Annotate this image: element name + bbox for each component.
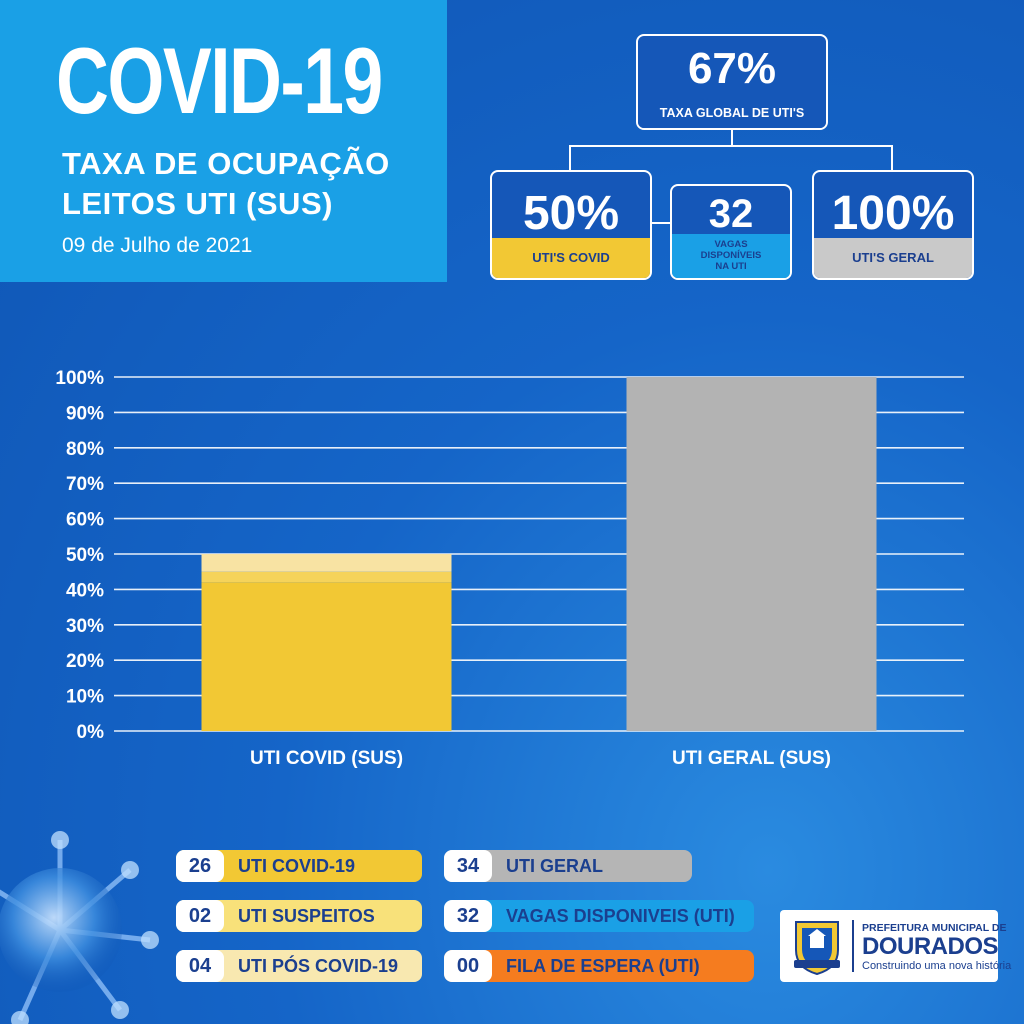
y-tick-label: 30% xyxy=(66,616,104,637)
bar-segment xyxy=(201,554,452,572)
y-tick-label: 0% xyxy=(77,722,105,743)
legend-count: 26 xyxy=(176,850,224,882)
x-tick-label: UTI COVID (SUS) xyxy=(250,748,403,769)
kpi-global-value: 67% xyxy=(687,44,777,93)
report-date: 09 de Julho de 2021 xyxy=(62,234,253,257)
legend-label: UTI PÓS COVID-19 xyxy=(238,956,399,976)
legend-label: FILA DE ESPERA (UTI) xyxy=(506,956,700,976)
legend-item: 34 UTI GERAL xyxy=(444,850,692,882)
kpi-vagas: 32 VAGAS DISPONÍVEIS NA UTI xyxy=(670,184,792,280)
kpi-vagas-label: VAGAS DISPONÍVEIS NA UTI xyxy=(672,234,790,278)
connector-vertical-top xyxy=(731,130,733,146)
legend-label: UTI GERAL xyxy=(506,856,603,876)
connector-horizontal xyxy=(569,145,893,147)
legend-count: 34 xyxy=(444,850,492,882)
x-tick-label: UTI GERAL (SUS) xyxy=(672,748,831,769)
connector-left-drop xyxy=(569,145,571,171)
y-tick-label: 50% xyxy=(66,545,104,566)
kpi-geral-value: 100% xyxy=(831,187,955,240)
y-tick-label: 70% xyxy=(66,474,104,495)
connector-right-drop xyxy=(891,145,893,171)
kpi-covid-label: UTI'S COVID xyxy=(492,238,650,278)
bar-segment xyxy=(201,582,452,731)
kpi-geral-rate: 100% UTI'S GERAL xyxy=(812,170,974,280)
city-crest-icon xyxy=(794,921,840,976)
legend-label: UTI COVID-19 xyxy=(238,856,356,876)
subtitle-line-2: LEITOS UTI (SUS) xyxy=(62,186,333,221)
bar xyxy=(626,377,877,731)
logo-line2: DOURADOS xyxy=(862,933,999,960)
legend-count: 02 xyxy=(176,900,224,932)
kpi-geral-label: UTI'S GERAL xyxy=(814,238,972,278)
bar-segment xyxy=(201,571,452,583)
kpi-covid-rate: 50% UTI'S COVID xyxy=(490,170,652,280)
kpi-global-rate: 67% TAXA GLOBAL DE UTI'S xyxy=(636,34,828,130)
y-tick-label: 10% xyxy=(66,687,104,708)
legend-label: VAGAS DISPONIVEIS (UTI) xyxy=(506,906,735,926)
logo-line3: Construindo uma nova história xyxy=(862,960,1012,972)
legend-count: 00 xyxy=(444,950,492,982)
y-tick-label: 20% xyxy=(66,651,104,672)
kpi-vagas-label-line2: DISPONÍVEIS xyxy=(700,250,762,261)
legend-label: UTI SUSPEITOS xyxy=(238,906,375,926)
legend-item: 04 UTI PÓS COVID-19 xyxy=(176,950,422,982)
prefeitura-logo: PREFEITURA MUNICIPAL DE DOURADOS Constru… xyxy=(780,910,1011,982)
page-title: COVID-19 xyxy=(56,28,383,133)
kpi-vagas-value: 32 xyxy=(708,192,754,236)
y-tick-label: 40% xyxy=(66,580,104,601)
legend-item: 02 UTI SUSPEITOS xyxy=(176,900,422,932)
kpi-vagas-label-line1: VAGAS xyxy=(714,239,748,250)
kpi-covid-value: 50% xyxy=(522,187,620,240)
legend-item: 26 UTI COVID-19 xyxy=(176,850,422,882)
logo-divider xyxy=(852,920,854,972)
logo-line1: PREFEITURA MUNICIPAL DE xyxy=(862,922,1007,934)
connector-middle xyxy=(652,222,670,224)
legend-count: 32 xyxy=(444,900,492,932)
y-tick-label: 60% xyxy=(66,510,104,531)
header-panel: COVID-19 TAXA DE OCUPAÇÃO LEITOS UTI (SU… xyxy=(0,0,447,282)
y-tick-label: 80% xyxy=(66,439,104,460)
y-tick-label: 100% xyxy=(55,368,104,389)
y-tick-label: 90% xyxy=(66,403,104,424)
legend-count: 04 xyxy=(176,950,224,982)
kpi-vagas-label-line3: NA UTI xyxy=(715,261,747,272)
virus-illustration-icon xyxy=(0,831,159,1024)
legend-item: 00 FILA DE ESPERA (UTI) xyxy=(444,950,754,982)
legend-item: 32 VAGAS DISPONIVEIS (UTI) xyxy=(444,900,754,932)
kpi-global-label: TAXA GLOBAL DE UTI'S xyxy=(638,98,826,128)
subtitle-line-1: TAXA DE OCUPAÇÃO xyxy=(62,146,390,181)
